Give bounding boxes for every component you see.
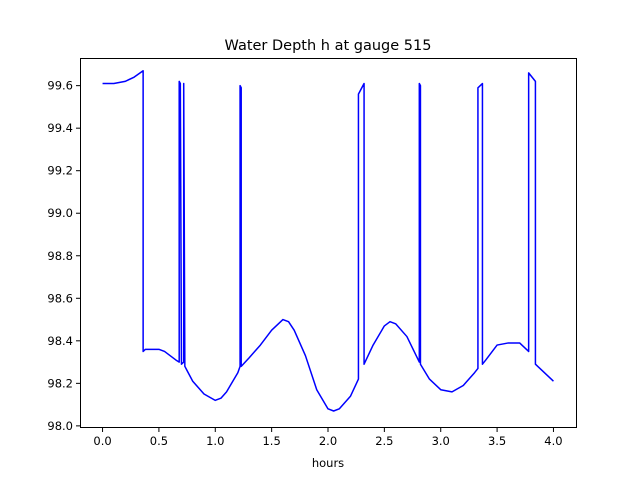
- y-axis: 98.0 98.2 98.4 98.6 98.8 99.0 99.2 99.4 99.6: [47, 79, 80, 433]
- x-axis: 0.0 0.5 1.0 1.5 2.0 2.5 3.0 3.5 4.0: [93, 428, 563, 448]
- y-tick-label: 98.6: [47, 291, 73, 305]
- series-layer: [102, 70, 554, 412]
- y-tick-label: 98.0: [47, 419, 73, 433]
- y-tick-label: 99.4: [47, 121, 73, 135]
- x-tick-label: 3.0: [432, 434, 450, 448]
- x-tick-label: 2.5: [375, 434, 393, 448]
- x-tick-label: 1.5: [262, 434, 280, 448]
- y-tick-label: 99.6: [47, 79, 73, 93]
- series-line-0: [102, 70, 554, 412]
- y-tick-label: 99.0: [47, 206, 73, 220]
- plot-area: [80, 58, 576, 428]
- chart-title: Water Depth h at gauge 515: [225, 38, 432, 54]
- x-tick-label: 2.0: [319, 434, 337, 448]
- x-tick-label: 4.0: [544, 434, 562, 448]
- x-tick-label: 0.0: [93, 434, 111, 448]
- y-tick-label: 98.8: [47, 249, 73, 263]
- y-tick-label: 98.2: [47, 376, 73, 390]
- x-tick-label: 1.0: [206, 434, 224, 448]
- x-tick-label: 0.5: [150, 434, 168, 448]
- plot-frame: [80, 58, 577, 428]
- x-axis-label: hours: [312, 456, 344, 470]
- x-tick-label: 3.5: [488, 434, 506, 448]
- y-tick-label: 98.4: [47, 334, 73, 348]
- y-tick-label: 99.2: [47, 164, 73, 178]
